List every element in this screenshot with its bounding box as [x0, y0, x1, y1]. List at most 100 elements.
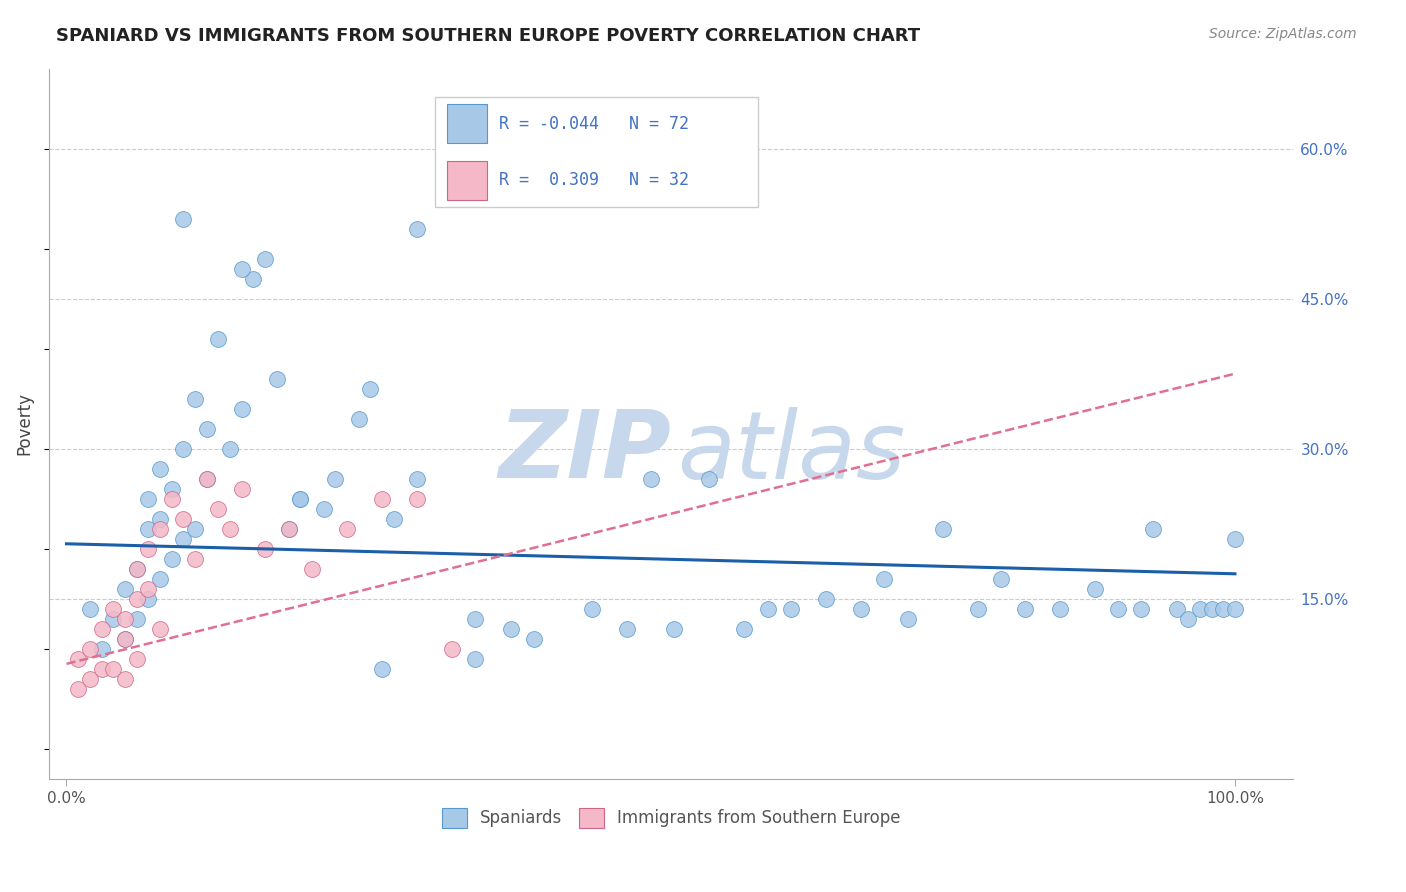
Point — [371, 491, 394, 506]
Point — [1142, 522, 1164, 536]
Point — [277, 522, 299, 536]
Point — [967, 602, 990, 616]
Point — [464, 652, 486, 666]
Point — [1223, 532, 1246, 546]
Point — [114, 632, 136, 646]
Point — [932, 522, 955, 536]
Point — [136, 522, 159, 536]
Point — [347, 411, 370, 425]
Point — [149, 622, 172, 636]
Point — [756, 602, 779, 616]
Point — [640, 472, 662, 486]
Point — [254, 252, 277, 266]
FancyBboxPatch shape — [434, 97, 758, 207]
Point — [114, 612, 136, 626]
Point — [160, 491, 183, 506]
Point — [195, 472, 218, 486]
Point — [114, 672, 136, 686]
Point — [160, 482, 183, 496]
Point — [114, 632, 136, 646]
Point — [90, 641, 112, 656]
Text: R = -0.044   N = 72: R = -0.044 N = 72 — [499, 114, 689, 133]
Point — [697, 472, 720, 486]
Point — [873, 572, 896, 586]
Point — [172, 512, 194, 526]
Point — [149, 461, 172, 475]
Point — [406, 472, 429, 486]
Point — [523, 632, 546, 646]
Point — [371, 662, 394, 676]
Point — [1130, 602, 1153, 616]
Point — [90, 622, 112, 636]
Point — [1188, 602, 1211, 616]
Point — [290, 491, 312, 506]
Legend: Spaniards, Immigrants from Southern Europe: Spaniards, Immigrants from Southern Euro… — [434, 801, 907, 835]
Text: atlas: atlas — [678, 407, 905, 498]
Point — [231, 261, 253, 276]
Point — [254, 541, 277, 556]
Point — [103, 602, 125, 616]
Point — [290, 491, 312, 506]
FancyBboxPatch shape — [447, 161, 486, 200]
Point — [323, 472, 346, 486]
Point — [441, 641, 464, 656]
Point — [103, 612, 125, 626]
Point — [897, 612, 920, 626]
Point — [160, 551, 183, 566]
Point — [219, 522, 242, 536]
Point — [195, 422, 218, 436]
Point — [136, 491, 159, 506]
Point — [172, 211, 194, 226]
Point — [616, 622, 638, 636]
Point — [67, 652, 90, 666]
Point — [336, 522, 359, 536]
Point — [149, 512, 172, 526]
Point — [277, 522, 299, 536]
Point — [499, 622, 522, 636]
Point — [780, 602, 803, 616]
Point — [406, 491, 429, 506]
Text: SPANIARD VS IMMIGRANTS FROM SOUTHERN EUROPE POVERTY CORRELATION CHART: SPANIARD VS IMMIGRANTS FROM SOUTHERN EUR… — [56, 27, 921, 45]
Point — [195, 472, 218, 486]
Point — [79, 672, 101, 686]
Point — [207, 332, 229, 346]
Point — [184, 522, 207, 536]
Point — [814, 591, 837, 606]
Point — [172, 442, 194, 456]
Text: R =  0.309   N = 32: R = 0.309 N = 32 — [499, 171, 689, 189]
Point — [125, 562, 148, 576]
Point — [184, 392, 207, 406]
Point — [219, 442, 242, 456]
Text: Source: ZipAtlas.com: Source: ZipAtlas.com — [1209, 27, 1357, 41]
Point — [1014, 602, 1036, 616]
Text: ZIP: ZIP — [498, 406, 671, 498]
Point — [149, 522, 172, 536]
Y-axis label: Poverty: Poverty — [15, 392, 32, 455]
Point — [231, 401, 253, 416]
Point — [1107, 602, 1129, 616]
Point — [67, 681, 90, 696]
Point — [1201, 602, 1223, 616]
Point — [266, 372, 288, 386]
Point — [125, 652, 148, 666]
Point — [301, 562, 323, 576]
Point — [464, 612, 486, 626]
Point — [231, 482, 253, 496]
Point — [172, 532, 194, 546]
Point — [90, 662, 112, 676]
Point — [207, 501, 229, 516]
Point — [382, 512, 405, 526]
Point — [1177, 612, 1199, 626]
FancyBboxPatch shape — [447, 104, 486, 143]
Point — [79, 602, 101, 616]
Point — [103, 662, 125, 676]
Point — [125, 612, 148, 626]
Point — [149, 572, 172, 586]
Point — [312, 501, 335, 516]
Point — [184, 551, 207, 566]
Point — [125, 562, 148, 576]
Point — [1084, 582, 1107, 596]
Point — [849, 602, 872, 616]
Point — [662, 622, 685, 636]
Point — [1166, 602, 1188, 616]
